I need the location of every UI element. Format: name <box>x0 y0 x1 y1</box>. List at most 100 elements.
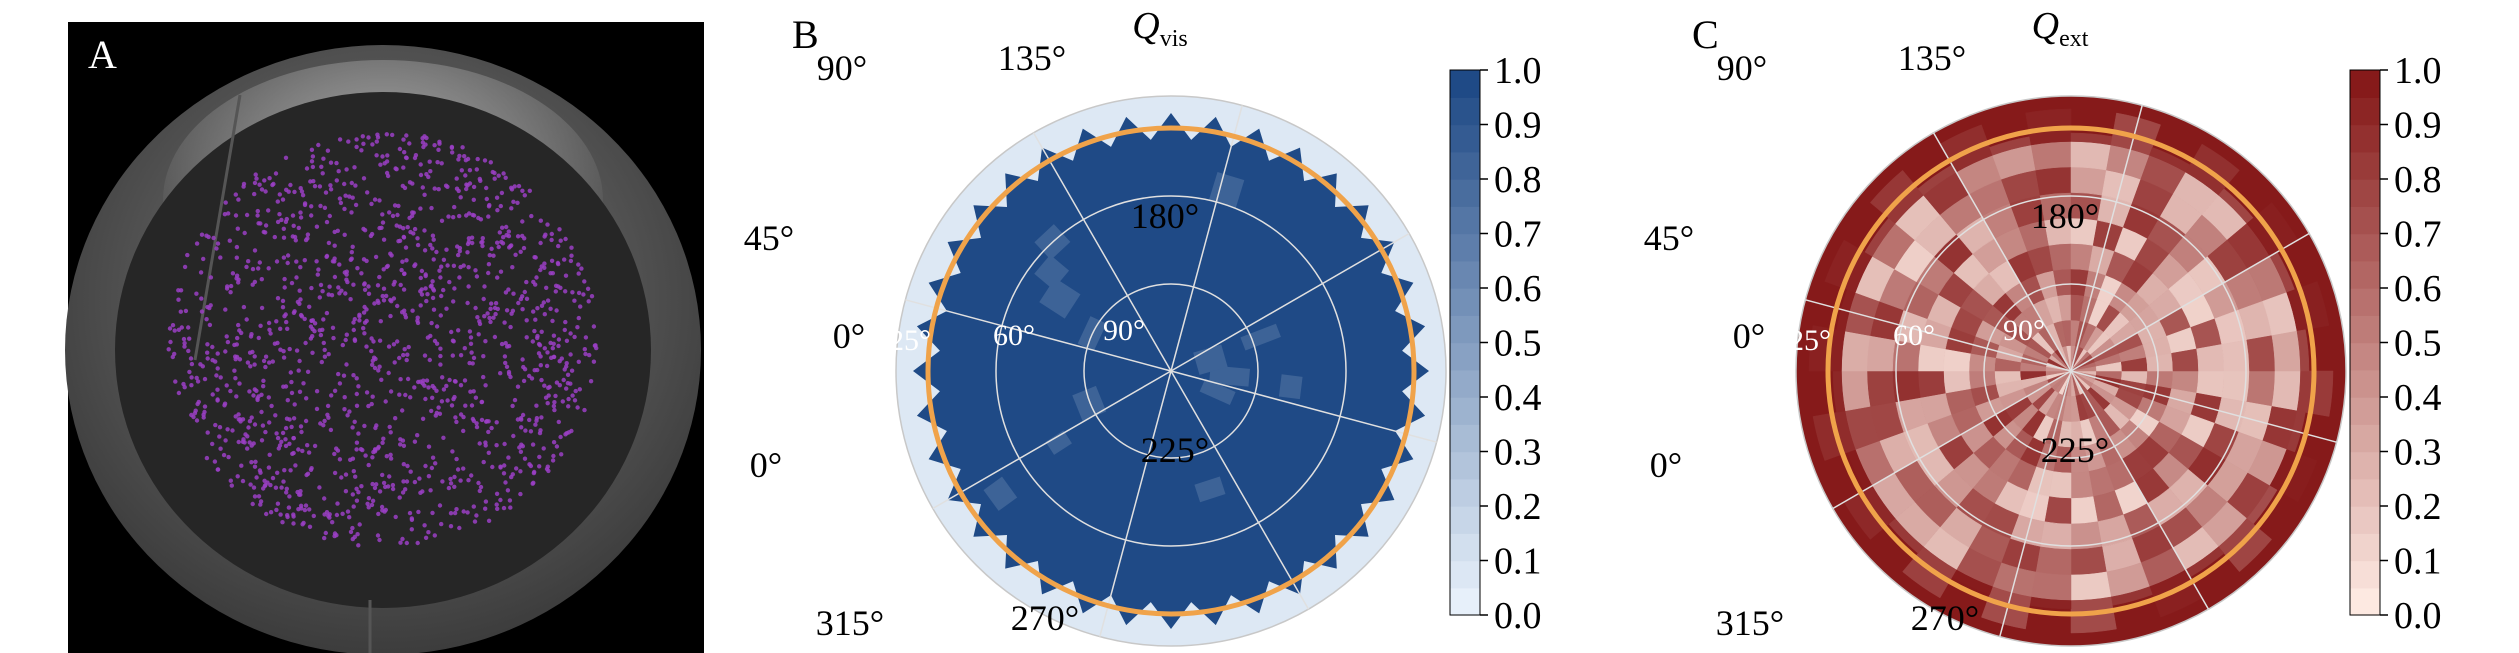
detected-point <box>446 214 451 219</box>
detected-point <box>366 462 371 468</box>
detected-point <box>267 360 272 365</box>
detected-point <box>331 335 336 341</box>
detected-point <box>317 295 322 300</box>
detected-point <box>202 404 208 409</box>
detected-point <box>472 519 478 524</box>
detected-point <box>434 249 439 255</box>
detected-point <box>298 186 303 191</box>
detected-point <box>233 213 239 218</box>
detected-point <box>329 393 334 398</box>
detected-point <box>424 378 430 383</box>
detected-point <box>447 279 452 285</box>
detected-point <box>332 470 338 476</box>
detected-point <box>562 367 567 372</box>
detected-point <box>261 384 266 389</box>
detected-point <box>426 530 431 535</box>
detected-point <box>519 425 524 430</box>
detected-point <box>558 238 563 243</box>
colorbar-segment <box>2350 560 2380 589</box>
detected-point <box>434 410 439 416</box>
detected-point <box>223 307 228 312</box>
detected-point <box>252 362 257 367</box>
detected-point <box>450 449 455 454</box>
detected-point <box>183 308 189 314</box>
heat-cell <box>2070 571 2112 601</box>
detected-point <box>503 290 509 295</box>
detected-point <box>468 389 473 394</box>
detected-point <box>486 518 492 523</box>
detected-point <box>377 489 383 494</box>
angular-gridline <box>2070 370 2210 610</box>
detected-point <box>257 260 262 265</box>
detected-point <box>405 225 410 230</box>
detected-point <box>372 197 378 202</box>
detected-point <box>305 443 310 448</box>
detected-point <box>412 385 417 390</box>
detected-point <box>448 511 454 516</box>
detected-point <box>395 212 400 218</box>
detected-point <box>318 421 323 426</box>
colorbar-segment <box>2350 70 2380 98</box>
colorbar-segment <box>2350 315 2380 344</box>
detected-point <box>215 241 221 246</box>
detected-point <box>322 347 327 353</box>
detected-point <box>439 218 445 223</box>
detected-point <box>503 175 508 180</box>
detected-point <box>400 490 406 495</box>
detected-point <box>311 513 316 519</box>
angular-gridline <box>2070 232 2310 372</box>
detected-point <box>484 419 490 424</box>
detected-point <box>519 442 524 447</box>
detected-point <box>179 325 184 330</box>
detected-point <box>233 376 238 381</box>
detected-point <box>552 407 557 413</box>
detected-point <box>205 350 210 355</box>
detected-point <box>234 276 239 281</box>
detected-point <box>437 268 442 273</box>
detected-point <box>212 459 218 464</box>
detected-point <box>338 200 344 206</box>
detected-point <box>392 360 397 365</box>
detected-point <box>360 447 365 453</box>
angle-tick-label: 225° <box>2041 430 2109 470</box>
detected-point <box>252 422 258 427</box>
detected-point <box>521 245 527 251</box>
detected-point <box>503 360 508 366</box>
angle-tick-label: 270° <box>1911 598 1979 638</box>
radial-gridline <box>1895 195 2247 547</box>
detected-point <box>362 281 367 286</box>
detected-point <box>436 405 441 410</box>
heat-cell <box>1841 330 1871 372</box>
detected-point <box>321 156 326 161</box>
detected-point <box>332 256 337 261</box>
detected-point <box>529 213 534 219</box>
detected-point <box>456 252 461 258</box>
detected-point <box>489 425 494 431</box>
detected-point <box>307 524 313 529</box>
detected-point <box>467 360 472 366</box>
detected-point <box>307 507 312 512</box>
detected-point <box>312 443 318 449</box>
detected-point <box>548 340 553 346</box>
detected-point <box>289 379 294 385</box>
detected-point <box>535 333 540 339</box>
detected-point <box>290 451 295 456</box>
detected-point <box>482 314 487 319</box>
angle-tick-label: 90° <box>1717 48 1767 88</box>
detected-point <box>498 371 503 376</box>
detected-point <box>572 398 578 403</box>
detected-point <box>515 417 521 422</box>
detected-point <box>494 502 499 507</box>
detected-point <box>404 133 409 138</box>
detected-point <box>498 465 503 470</box>
heat-cell <box>2070 141 2112 171</box>
detected-point <box>440 479 445 484</box>
detected-point <box>237 417 243 422</box>
detected-point <box>204 317 209 322</box>
detected-point <box>448 524 454 529</box>
detected-point <box>194 291 199 296</box>
detected-point <box>563 236 568 242</box>
detected-point <box>542 383 547 388</box>
detected-point <box>351 282 356 287</box>
detected-point <box>491 315 496 320</box>
